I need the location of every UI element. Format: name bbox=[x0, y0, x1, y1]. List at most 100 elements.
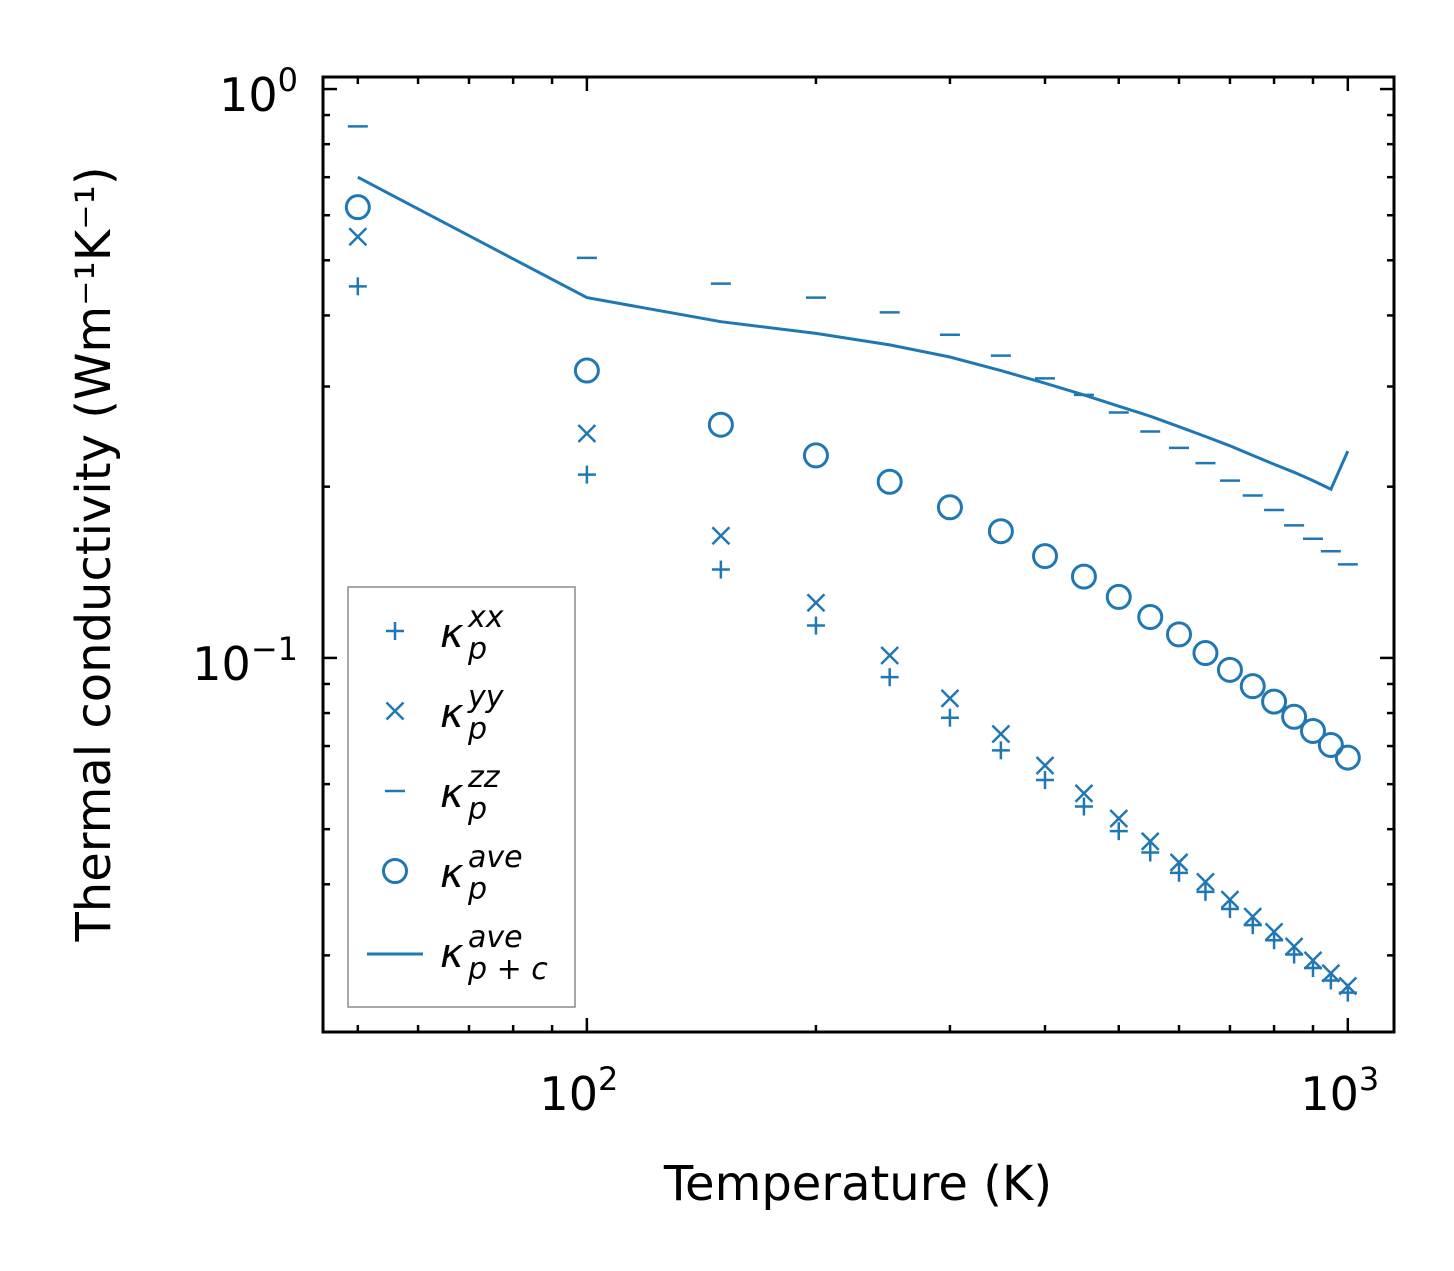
kp_ave-point-c bbox=[1261, 688, 1288, 715]
legend-label-kp_xx: κ xx p bbox=[440, 600, 504, 667]
kp_yy-point bbox=[1220, 890, 1240, 909]
kp_xx-point bbox=[1109, 822, 1128, 841]
kp_yy-point-b bbox=[711, 526, 731, 546]
kp_yy-point bbox=[880, 646, 900, 665]
kp_ave-point-c bbox=[1216, 656, 1243, 683]
kp_xx-point bbox=[1220, 899, 1239, 918]
kp_ave-point-c bbox=[987, 518, 1014, 545]
kp_yy-point bbox=[1303, 950, 1323, 970]
kp_yy-point-b bbox=[806, 593, 826, 613]
kp_yy-point bbox=[1109, 809, 1129, 828]
legend-handle-kp_xx bbox=[386, 622, 404, 640]
legend-handle-kp_ave-c bbox=[382, 858, 408, 884]
kp_yy-point bbox=[577, 424, 597, 443]
kp_ave-point-c bbox=[344, 194, 371, 221]
kp_ave-point bbox=[1032, 543, 1059, 570]
kp_ave-point-c bbox=[802, 442, 829, 469]
kp_xx-point bbox=[1243, 916, 1262, 935]
y-axis-label: Thermal conductivity (Wm⁻¹K⁻¹) bbox=[66, 166, 122, 942]
kp_ave-point-c bbox=[1166, 621, 1193, 648]
kp_ave-point bbox=[876, 468, 903, 495]
kp_ave-point-c bbox=[1032, 543, 1059, 570]
kp_ave-point-c bbox=[707, 411, 734, 438]
legend-handle-kp_yy bbox=[385, 701, 405, 721]
kp_yy-point bbox=[1169, 853, 1189, 872]
series-kpc_ave-line bbox=[357, 175, 1350, 492]
kp_yy-point-b bbox=[1243, 907, 1263, 926]
kp_yy-point bbox=[1321, 963, 1341, 983]
kp_xx-point bbox=[711, 560, 730, 579]
plot-frame bbox=[321, 75, 1396, 1034]
kp_ave-point bbox=[344, 194, 371, 221]
kp_ave-point-c bbox=[1070, 563, 1097, 590]
kp_yy-point-b bbox=[1074, 783, 1094, 803]
kp_ave-point-c bbox=[1299, 717, 1326, 744]
kp_yy-point bbox=[1035, 756, 1055, 775]
series-kp_yy bbox=[348, 227, 1358, 996]
kp_yy-point-b bbox=[1264, 922, 1284, 942]
kp_xx-point bbox=[940, 708, 959, 727]
legend-handle-kp_ave bbox=[382, 858, 408, 884]
legend-handle-kp_yy-b bbox=[385, 701, 405, 721]
kp_ave-point-c bbox=[1192, 640, 1219, 667]
kp_xx-point bbox=[1074, 797, 1093, 816]
axis-ticks: 102 103 10−1 100 bbox=[192, 61, 1394, 1121]
kp_xx-point bbox=[806, 616, 825, 635]
kp_ave-point bbox=[1334, 744, 1361, 771]
series-kp_zz bbox=[347, 125, 1358, 566]
kp_ave-point bbox=[1239, 673, 1266, 700]
kp_ave-point-c bbox=[1137, 604, 1164, 631]
kp_ave-point-c bbox=[1105, 583, 1132, 610]
kp_ave-point-c bbox=[1334, 744, 1361, 771]
kp_xx-point bbox=[1141, 843, 1160, 862]
kp_yy-point bbox=[1074, 783, 1094, 803]
kp_yy-point bbox=[806, 593, 826, 613]
kp_yy-point bbox=[1196, 872, 1215, 892]
kp_xx-point bbox=[1036, 771, 1055, 790]
kp_yy-point-b bbox=[1220, 890, 1240, 909]
kp_yy-point bbox=[1338, 976, 1358, 996]
kp_yy-point-b bbox=[348, 227, 368, 247]
x-axis-label: Temperature (K) bbox=[663, 1156, 1052, 1212]
x-tick-label: 103 bbox=[1300, 1060, 1379, 1121]
kp_yy-point-b bbox=[1284, 937, 1304, 956]
kp_ave-point bbox=[707, 411, 734, 438]
kp_ave-point-c bbox=[1317, 731, 1344, 758]
kp_yy-point-b bbox=[1035, 756, 1055, 775]
kp_yy-point-b bbox=[940, 688, 960, 708]
kp_yy-point-b bbox=[1321, 963, 1341, 983]
kp_ave-point-c bbox=[573, 357, 600, 384]
kp_ave-point bbox=[1137, 604, 1164, 631]
kp_xx-point bbox=[1285, 945, 1304, 964]
kp_yy-point-b bbox=[1303, 950, 1323, 970]
legend: κ xx p κ yy p κ zz p κ ave p κ ave p + c bbox=[347, 586, 576, 1008]
y-tick-label: 100 bbox=[219, 61, 298, 122]
kp_ave-point-c bbox=[876, 468, 903, 495]
kp_ave-point bbox=[1216, 656, 1243, 683]
y-tick-label: 10−1 bbox=[192, 630, 298, 691]
kp_yy-point-b bbox=[1338, 976, 1358, 996]
series-kp_ave bbox=[344, 194, 1361, 771]
legend-label-kp_ave: κ ave p bbox=[440, 840, 523, 907]
legend-label-kpc_ave: κ ave p + c bbox=[440, 920, 548, 987]
kp_ave-point-c bbox=[1281, 703, 1308, 730]
kp_ave-point bbox=[1261, 688, 1288, 715]
kp_ave-point bbox=[987, 518, 1014, 545]
kp_ave-point bbox=[1192, 640, 1219, 667]
kp_xx-point bbox=[577, 465, 596, 484]
kp_yy-point bbox=[1284, 937, 1304, 956]
kp_yy-point-b bbox=[991, 724, 1011, 744]
kp_xx-point bbox=[991, 741, 1010, 760]
kp_yy-point-b bbox=[1109, 809, 1129, 828]
kp_ave-point bbox=[1281, 703, 1308, 730]
kp_xx-point bbox=[1196, 882, 1215, 901]
kp_ave-point bbox=[936, 494, 963, 521]
kp_xx-point bbox=[880, 668, 899, 687]
kp_ave-point bbox=[1070, 563, 1097, 590]
legend-label-kp_yy: κ yy p bbox=[440, 680, 505, 747]
kp_yy-point bbox=[1140, 831, 1160, 851]
kp_xx-point bbox=[1170, 863, 1189, 882]
kp_yy-point-b bbox=[1169, 853, 1189, 872]
kp_xx-point bbox=[1265, 931, 1284, 950]
